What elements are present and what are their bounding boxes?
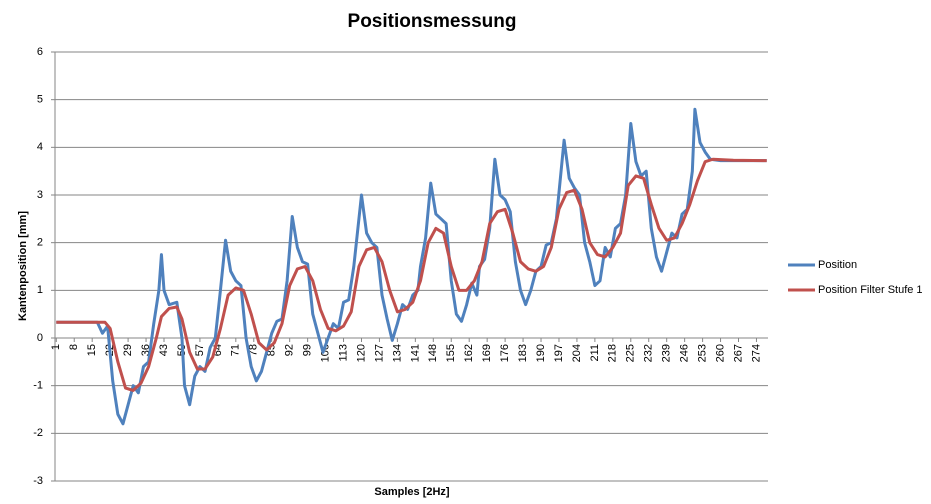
legend-label: Position Filter Stufe 1: [818, 284, 923, 296]
y-tick-label: 1: [37, 284, 43, 296]
x-tick-label: 71: [230, 344, 242, 356]
x-tick-label: 113: [337, 344, 349, 362]
y-tick-label: -2: [33, 427, 43, 439]
x-axis-label: Samples [2Hz]: [374, 486, 450, 498]
x-tick-label: 141: [409, 344, 421, 362]
x-tick-label: 169: [481, 344, 493, 362]
x-tick-label: 134: [391, 344, 403, 362]
x-tick-label: 267: [732, 344, 744, 362]
x-tick-label: 190: [535, 344, 547, 362]
x-tick-label: 155: [445, 344, 457, 362]
x-tick-label: 43: [158, 344, 170, 356]
y-tick-label: 5: [37, 94, 43, 106]
x-tick-label: 1: [50, 344, 62, 350]
x-tick-label: 15: [86, 344, 98, 356]
y-tick-label: 2: [37, 237, 43, 249]
y-axis-label: Kantenposition [mm]: [17, 211, 29, 321]
y-tick-label: -3: [33, 475, 43, 487]
x-tick-label: 120: [355, 344, 367, 362]
y-tick-label: 3: [37, 189, 43, 201]
x-tick-label: 8: [68, 344, 80, 350]
x-tick-label: 204: [571, 344, 583, 362]
x-tick-label: 274: [750, 344, 762, 362]
x-tick-label: 232: [643, 344, 655, 362]
x-tick-label: 92: [284, 344, 296, 356]
chart-title: Positionsmessung: [348, 11, 517, 32]
x-tick-label: 253: [697, 344, 709, 362]
x-tick-label: 246: [679, 344, 691, 362]
x-tick-label: 225: [625, 344, 637, 362]
x-tick-label: 162: [463, 344, 475, 362]
x-tick-label: 183: [517, 344, 529, 362]
y-tick-label: -1: [33, 380, 43, 392]
y-tick-label: 4: [37, 141, 43, 153]
data-line: [56, 157, 767, 392]
x-tick-label: 197: [553, 344, 565, 362]
x-tick-label: 176: [499, 344, 511, 362]
x-tick-label: 218: [607, 344, 619, 362]
x-tick-label: 57: [194, 344, 206, 356]
data-line: [56, 107, 767, 426]
x-tick-label: 148: [427, 344, 439, 362]
y-tick-label: 0: [37, 332, 43, 344]
x-tick-label: 99: [302, 344, 314, 356]
x-tick-label: 239: [661, 344, 673, 362]
x-tick-label: 260: [714, 344, 726, 362]
x-tick-label: 211: [589, 344, 601, 362]
x-tick-label: 127: [373, 344, 385, 362]
legend-label: Position: [818, 259, 857, 271]
x-tick-label: 29: [122, 344, 134, 356]
x-tick-label: 78: [248, 344, 260, 356]
y-tick-label: 6: [37, 46, 43, 58]
